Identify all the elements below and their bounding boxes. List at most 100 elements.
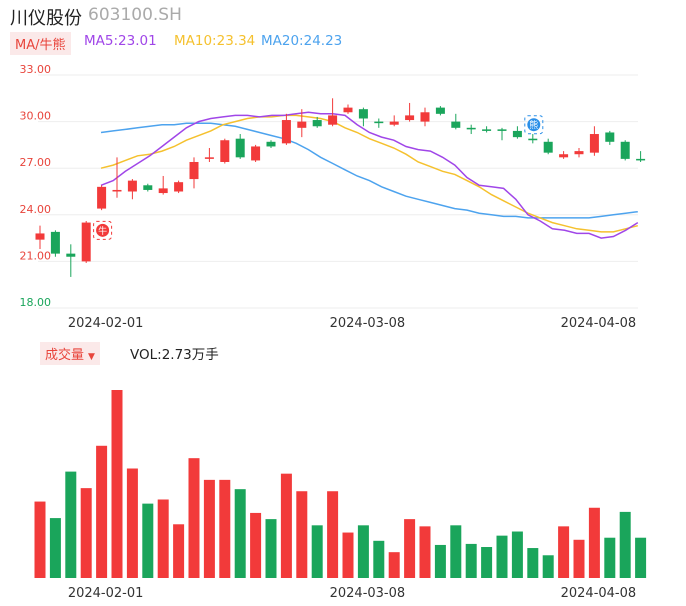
marker-frame	[524, 115, 544, 135]
volume-bar	[80, 488, 92, 578]
candle-body	[235, 138, 245, 158]
volume-bar	[96, 445, 108, 578]
candle-body	[512, 130, 522, 138]
candle-body	[297, 121, 307, 128]
candle	[97, 185, 107, 211]
candle-body	[420, 112, 430, 122]
volume-bar	[280, 473, 292, 578]
stock-name: 川仪股份	[10, 8, 82, 29]
candle	[543, 138, 553, 155]
candle-body	[482, 129, 492, 131]
candle	[143, 183, 153, 192]
volume-bar	[173, 524, 185, 578]
candle-body	[574, 151, 584, 155]
volume-bar	[388, 552, 400, 578]
candle	[435, 106, 445, 116]
candle	[266, 140, 276, 149]
candle	[512, 126, 522, 139]
candle	[482, 126, 492, 133]
volume-bar	[604, 537, 616, 578]
volume-tag-label: 成交量	[45, 348, 85, 363]
chevron-down-icon: ▼	[88, 352, 95, 362]
candle	[420, 107, 430, 127]
price-axis: 33.00 30.00 27.00 24.00 21.00 18.00	[20, 63, 52, 309]
candle-body	[389, 121, 399, 125]
candle-body	[251, 146, 261, 161]
volume-bar	[450, 525, 462, 578]
candle-body	[589, 134, 599, 153]
candle	[35, 225, 45, 249]
candle-body	[50, 231, 60, 254]
volume-bar	[635, 537, 647, 578]
volume-legend: VOL:2.73万手	[130, 347, 219, 363]
candle-body	[189, 161, 199, 180]
candle-body	[451, 121, 461, 128]
candle	[127, 179, 137, 200]
x-tick-label: 2024-03-08	[330, 316, 406, 331]
candle-body	[35, 233, 45, 240]
stock-code: 603100.SH	[88, 5, 182, 25]
candle	[281, 113, 291, 145]
candle-body	[158, 188, 168, 194]
candle-body	[127, 180, 137, 192]
volume-bar	[342, 532, 354, 578]
candle-body	[81, 222, 91, 262]
candle-body	[374, 121, 384, 124]
candle-body	[143, 185, 153, 190]
candle-body	[543, 141, 553, 153]
y-tick-label: 24.00	[20, 203, 52, 216]
candle	[112, 157, 122, 198]
marker-label: 熊	[529, 119, 538, 131]
x-tick-label: 2024-04-08	[561, 586, 637, 601]
ma-indicator-tab[interactable]: MA/牛熊	[10, 32, 71, 55]
candle	[66, 244, 76, 277]
volume-bar	[542, 555, 554, 578]
volume-bar	[49, 518, 61, 578]
volume-bars	[34, 390, 647, 578]
ma5-line	[100, 111, 639, 239]
volume-bar	[404, 519, 416, 578]
candle-body	[97, 186, 107, 209]
y-tick-label: 30.00	[20, 110, 52, 123]
volume-bar	[111, 390, 123, 578]
volume-bar	[619, 511, 631, 578]
candle	[174, 180, 184, 194]
x-tick-label: 2024-04-08	[561, 316, 637, 331]
candle	[251, 144, 261, 162]
volume-bar	[311, 525, 323, 578]
ma20-line	[100, 122, 638, 219]
marker-dot	[527, 118, 541, 132]
candle	[50, 230, 60, 257]
bull-bear-marker: 牛	[93, 220, 113, 240]
x-tick-label: 2024-02-01	[68, 316, 144, 331]
candle-body	[312, 120, 322, 127]
ma10-line	[100, 114, 638, 233]
candle	[204, 148, 214, 162]
volume-bar	[250, 512, 262, 578]
candle	[158, 175, 168, 195]
volume-bar	[357, 525, 369, 578]
y-tick-label: 21.00	[20, 249, 52, 262]
candle-body	[112, 189, 122, 192]
volume-bar	[65, 471, 77, 578]
volume-bar	[265, 519, 277, 578]
candle	[589, 126, 599, 156]
volume-bar	[496, 535, 508, 578]
volume-bar	[465, 543, 477, 578]
candle	[343, 104, 353, 114]
volume-indicator-dropdown[interactable]: 成交量 ▼	[40, 342, 100, 365]
candle	[620, 140, 630, 161]
volume-date-axis: 2024-02-01 2024-03-08 2024-04-08	[68, 586, 636, 601]
volume-bar	[527, 548, 539, 578]
y-tick-label: 27.00	[20, 156, 52, 169]
candle-body	[559, 154, 569, 158]
candle	[189, 157, 199, 189]
candle-body	[620, 141, 630, 159]
candle-body	[528, 138, 538, 141]
candle	[235, 134, 245, 159]
ma10-legend: MA10:23.34	[174, 33, 256, 49]
volume-bar	[126, 468, 138, 578]
marker-dot	[96, 223, 110, 237]
volume-bar	[573, 539, 585, 578]
